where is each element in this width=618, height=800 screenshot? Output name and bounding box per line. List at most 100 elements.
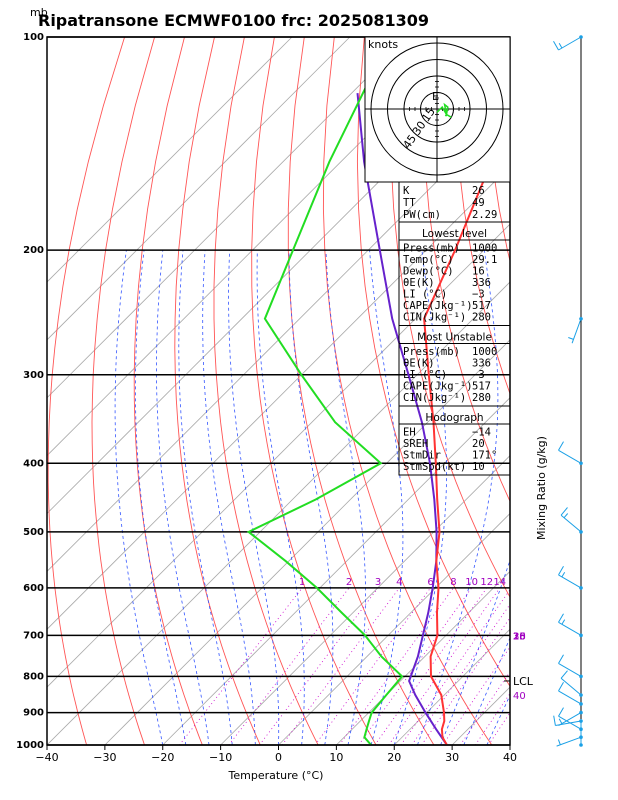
mixing-ratio-label: 6 [427,577,433,588]
mixing-ratio-line [228,587,350,745]
hodograph-rings [365,37,510,182]
wind-barb-feather [557,739,561,745]
mixing-ratio-label: 35 [513,631,526,642]
hodograph-marker-label: E [432,90,439,103]
dry-adiabat-line [453,37,510,396]
mixing-ratio-label: 4 [396,577,402,588]
table-row-value: 29.1 [472,254,497,266]
pressure-unit-label: mb [30,6,48,19]
isotherm-line [47,37,351,341]
table-row-value: −14 [472,427,491,439]
table-row-label: CAPE(Jkg⁻¹) [403,300,473,312]
wind-barb-feather [558,42,563,49]
table-row-label: Dewp(°C) [403,266,454,278]
table-row-label: CIN(Jkg⁻¹) [403,312,466,324]
pressure-tick-label: 100 [23,32,44,43]
wind-barb-feather [558,718,563,724]
dry-adiabat-line [604,37,618,745]
dry-adiabat-line [91,37,156,745]
table-row-value: 1000 [472,346,497,358]
index-value: 2.29 [472,209,497,221]
mixing-ratio-label: 40 [513,691,526,702]
table-row-label: StmDir [403,450,441,462]
lcl-marker: LCL [504,675,534,688]
wind-barb-staff [558,690,582,705]
index-label: TT [403,197,416,209]
table-row-value: −3 [472,369,485,381]
wind-barb-feather [558,654,564,664]
moist-adiabat-line [417,250,499,745]
dry-adiabat-line [174,37,261,745]
wind-barb-staff [556,736,582,747]
table-row-value: 517 [472,300,491,312]
wind-barb-staff [558,712,582,727]
moist-adiabat-line [202,250,256,745]
mixing-ratio-axis-title: Mixing Ratio (g/kg) [535,436,548,540]
temperature-tick-label: 0 [275,751,282,764]
temperature-tick-label: 10 [329,751,343,764]
mixing-ratio-label: 3 [375,577,381,588]
temperature-curve [423,117,510,745]
moist-adiabat-line [486,694,510,745]
moist-adiabat-line [369,250,404,745]
isotherm-line [336,570,510,745]
mixing-ratio-label: 30 [513,631,526,642]
pressure-axis: 100 200 300 400 500 600 700 800 900 1000 [16,32,44,751]
moist-adiabat-line [393,250,447,745]
wind-barb-staff [558,36,582,51]
dry-adiabat-line [213,37,319,745]
pressure-tick-label: 300 [23,370,44,381]
isotherm-line [47,223,510,688]
wind-barb-staff [558,662,582,677]
mixing-ratio-label: 14 [493,577,506,588]
table-row-label: SREH [403,438,428,450]
table-row-label: LI (°C) [403,289,447,301]
wind-barb-feather [560,507,568,516]
isotherm-line [220,455,510,745]
mixing-ratio-label: 8 [450,577,456,588]
table-row-value: −3 [472,289,485,301]
index-value: 26 [472,185,485,197]
dry-adiabat-line [422,37,510,503]
temperature-tick-label: 30 [445,751,459,764]
isotherm-line [47,165,510,630]
pressure-tick-label: 900 [23,708,44,719]
wind-barb-feather [558,441,564,451]
wind-barb-feather [553,715,556,726]
isotherm-line [47,281,510,745]
x-axis-title: Temperature (°C) [228,769,324,782]
pressure-tick-label: 400 [23,458,44,469]
mixing-ratio-line [281,587,400,745]
index-label: K [403,185,410,197]
pressure-tick-label: 700 [23,630,44,641]
wind-barb-feather [558,707,564,717]
dry-adiabat-line [356,37,510,688]
temperature-tick-label: −20 [151,751,174,764]
mixing-ratio-line [400,589,510,745]
wind-barb-staff [560,514,582,533]
isotherm-line [162,397,510,745]
table-section-heading: Lowest level [422,228,487,240]
table-row-value: 10 [472,461,485,473]
dry-adiabat-line [514,37,618,745]
wind-barb-feather [553,41,559,51]
table-row-label: EH [403,427,416,439]
mixing-ratio-line [442,646,510,745]
isotherm-line [47,37,466,457]
index-label: PW(cm) [403,209,441,221]
moist-adiabat-line [288,250,334,745]
wind-barb-staff [560,677,582,696]
pressure-tick-label: 500 [23,527,44,538]
table-row-label: CIN(Jkg⁻¹) [403,392,466,404]
moist-adiabat-line [256,250,305,745]
hodograph-trace [436,102,452,118]
wind-barb-staff [558,449,582,464]
moist-adiabat-line [135,250,187,745]
table-section-heading: Hodograph [425,412,483,424]
isotherm-line [104,339,510,745]
mixing-ratio-label: 10 [465,577,478,588]
dry-adiabat-line [390,37,510,599]
